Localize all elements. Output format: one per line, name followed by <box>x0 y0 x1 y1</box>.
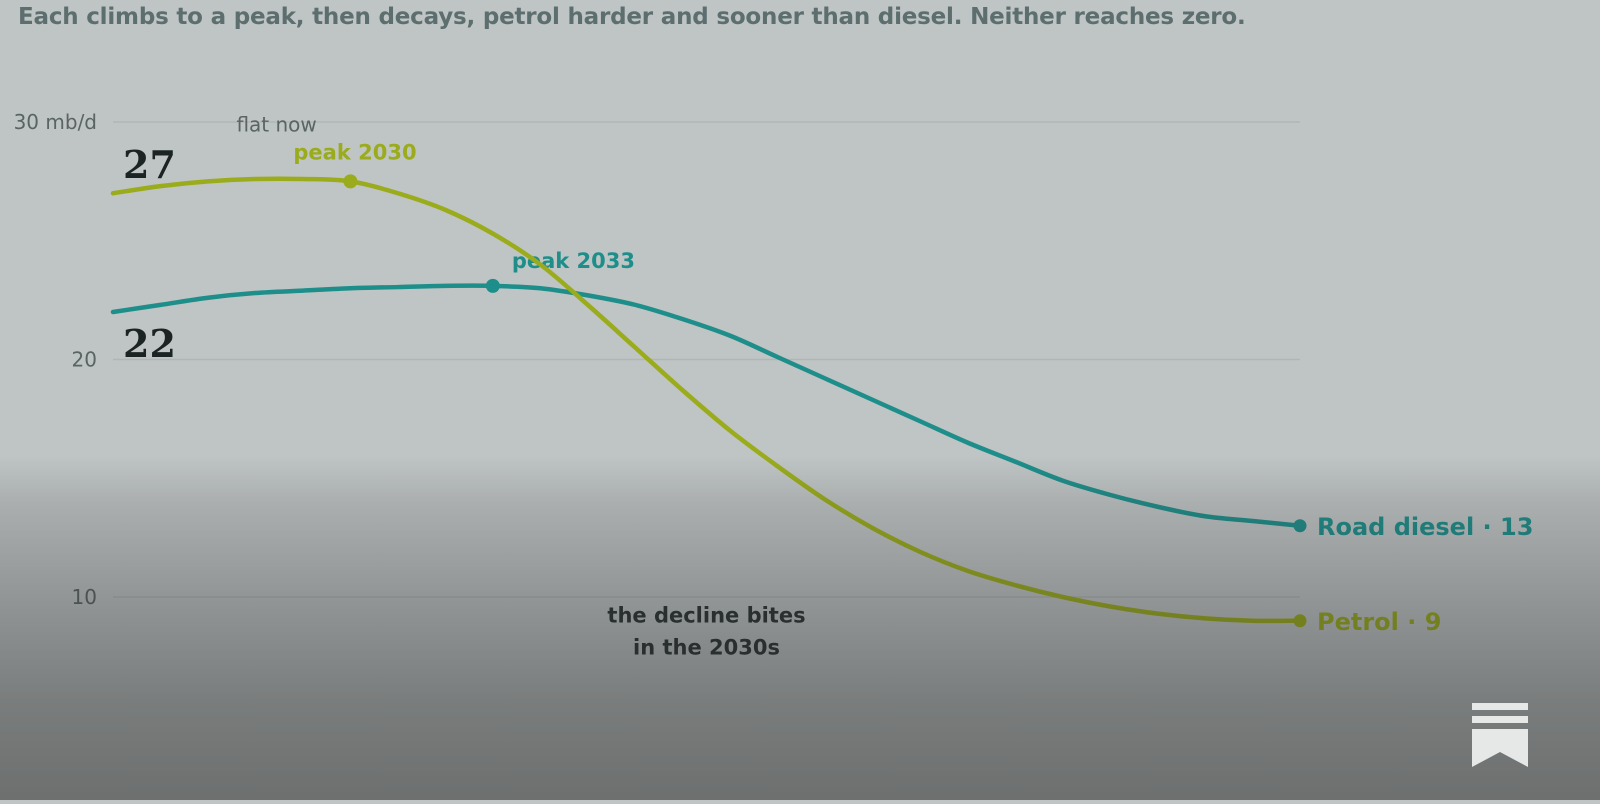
petrol-end-label: Petrol · 9 <box>1317 608 1441 636</box>
chart-subtitle: Each climbs to a peak, then decays, petr… <box>18 4 1246 30</box>
road-diesel-end-label: Road diesel · 13 <box>1317 513 1533 541</box>
bookmark-icon[interactable] <box>1472 703 1528 767</box>
petrol-peak-marker <box>343 174 358 189</box>
road-diesel-end-marker <box>1293 519 1307 533</box>
petrol-peak-label: peak 2030 <box>293 140 416 164</box>
road-diesel-peak-marker <box>485 278 500 293</box>
petrol-start-label: 27 <box>123 142 176 187</box>
annotation-line: in the 2030s <box>633 636 780 660</box>
road-diesel-series-line <box>110 283 1303 528</box>
y-tick-label: 10 <box>72 585 97 609</box>
annotation-decline: the decline bites in the 2030s <box>607 604 805 660</box>
annotation-line: the decline bites <box>607 604 805 628</box>
y-tick-label: 20 <box>72 348 97 372</box>
annotation-flat-now: flat now <box>236 113 316 137</box>
petrol-series-line <box>110 176 1303 624</box>
road-diesel-start-label: 22 <box>123 321 176 366</box>
y-tick-label: 30 mb/d <box>14 110 97 134</box>
road-diesel-peak-label: peak 2033 <box>512 249 635 273</box>
petrol-end-marker <box>1293 614 1307 628</box>
